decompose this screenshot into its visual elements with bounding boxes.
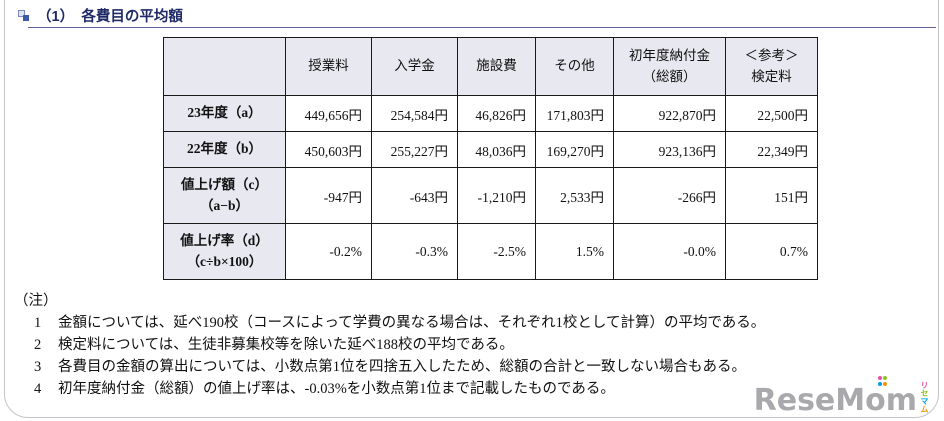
footnote-item: 3 各費目の金額の算出については、小数点第1位を四捨五入したため、総額の合計と一致… <box>14 356 765 378</box>
footnote-text: 金額については、延べ190校（コースによって学費の異なる場合は、それぞれ1校とし… <box>58 315 766 331</box>
cell: 46,826円 <box>457 95 536 132</box>
column-header-exam-fee: ＜参考＞ 検定料 <box>725 37 818 96</box>
table-row-increase-amount: 値上げ額（c） （a−b） -947円 -643円 -1,210円 2,533円… <box>163 167 818 224</box>
page-title: （1） 各費目の平均額 <box>37 9 183 25</box>
cell: 22,500円 <box>725 95 818 132</box>
cell: -2.5% <box>457 223 536 280</box>
footnote-number: 2 <box>34 337 42 353</box>
cell: 255,227円 <box>371 131 458 168</box>
footnote-number: 3 <box>34 359 42 375</box>
cell: 171,803円 <box>535 95 614 132</box>
footnotes-label: （注） <box>14 293 58 309</box>
row-label: 値上げ率（d） （c÷b×100） <box>163 223 286 280</box>
column-header-facility: 施設費 <box>457 37 536 96</box>
cell: 0.7% <box>725 223 818 280</box>
row-label: 22年度（b） <box>163 131 286 168</box>
column-header-tuition: 授業料 <box>285 37 372 96</box>
footnote-text: 検定料については、生徒非募集校等を除いた延べ188校の平均である。 <box>58 337 514 353</box>
footnote-item: 2 検定料については、生徒非募集校等を除いた延べ188校の平均である。 <box>14 334 765 356</box>
column-header-first-year-total: 初年度納付金 （総額） <box>613 37 726 96</box>
corner-cell <box>163 37 286 96</box>
table-row-fy23: 23年度（a） 449,656円 254,584円 46,826円 171,80… <box>163 95 818 132</box>
cell: 2,533円 <box>535 167 614 224</box>
cell: -1,210円 <box>457 167 536 224</box>
cell: -0.0% <box>613 223 726 280</box>
table-row-fy22: 22年度（b） 450,603円 255,227円 48,036円 169,27… <box>163 131 818 168</box>
cell: -643円 <box>371 167 458 224</box>
cell: 1.5% <box>535 223 614 280</box>
column-header-other: その他 <box>535 37 614 96</box>
cell: 450,603円 <box>285 131 372 168</box>
cell: 48,036円 <box>457 131 536 168</box>
table-row-increase-rate: 値上げ率（d） （c÷b×100） -0.2% -0.3% -2.5% 1.5%… <box>163 223 818 280</box>
footnotes: （注） 1 金額については、延べ190校（コースによって学費の異なる場合は、それぞ… <box>14 290 765 400</box>
cell: 169,270円 <box>535 131 614 168</box>
logo-dots-icon <box>878 376 888 386</box>
row-label: 23年度（a） <box>163 95 286 132</box>
section-title-row: （1） 各費目の平均額 <box>18 5 183 26</box>
logo-wordmark: ReseMom <box>753 382 917 418</box>
cell: 923,136円 <box>613 131 726 168</box>
logo-kana-text: リセマム <box>920 381 929 413</box>
column-header-admission: 入学金 <box>371 37 458 96</box>
cell: 922,870円 <box>613 95 726 132</box>
footnote-number: 1 <box>34 315 42 331</box>
cell: -947円 <box>285 167 372 224</box>
cell: 449,656円 <box>285 95 372 132</box>
cell: 22,349円 <box>725 131 818 168</box>
average-fees-table: 授業料 入学金 施設費 その他 初年度納付金 （総額） ＜参考＞ 検定料 23年… <box>163 37 818 280</box>
cell: -0.2% <box>285 223 372 280</box>
row-label: 値上げ額（c） （a−b） <box>163 167 286 224</box>
footnote-number: 4 <box>34 381 42 397</box>
footnote-item: 4 初年度納付金（総額）の値上げ率は、-0.03%を小数点第1位まで記載したもので… <box>14 378 765 400</box>
title-divider <box>28 27 936 28</box>
footnote-text: 初年度納付金（総額）の値上げ率は、-0.03%を小数点第1位まで記載したものであ… <box>58 381 615 397</box>
cell: -0.3% <box>371 223 458 280</box>
section-bullet-icon <box>18 10 29 21</box>
cell: -266円 <box>613 167 726 224</box>
cell: 254,584円 <box>371 95 458 132</box>
resemom-logo: ReseMom リセマム <box>753 376 929 418</box>
footnote-text: 各費目の金額の算出については、小数点第1位を四捨五入したため、総額の合計と一致し… <box>58 359 747 375</box>
cell: 151円 <box>725 167 818 224</box>
footnote-item: 1 金額については、延べ190校（コースによって学費の異なる場合は、それぞれ1校と… <box>14 312 765 334</box>
